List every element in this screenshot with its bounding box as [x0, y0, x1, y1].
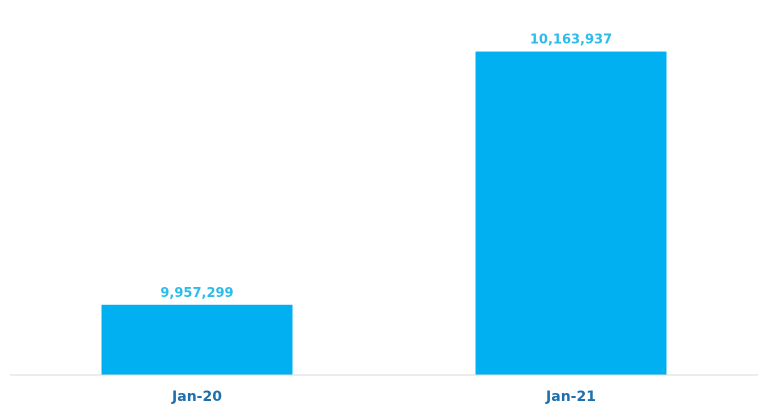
- category-labels-group: Jan-20 Jan-21: [171, 389, 596, 405]
- data-label-jan-20: 9,957,299: [160, 286, 233, 301]
- data-label-jan-21: 10,163,937: [530, 33, 612, 48]
- bar-jan-20: [101, 304, 293, 375]
- category-label-jan-21: Jan-21: [545, 389, 596, 405]
- category-label-jan-20: Jan-20: [171, 389, 222, 405]
- bar-jan-21: [475, 51, 667, 376]
- value-labels-group: 9,957,299 10,163,937: [160, 33, 612, 301]
- bars-group: [101, 51, 667, 376]
